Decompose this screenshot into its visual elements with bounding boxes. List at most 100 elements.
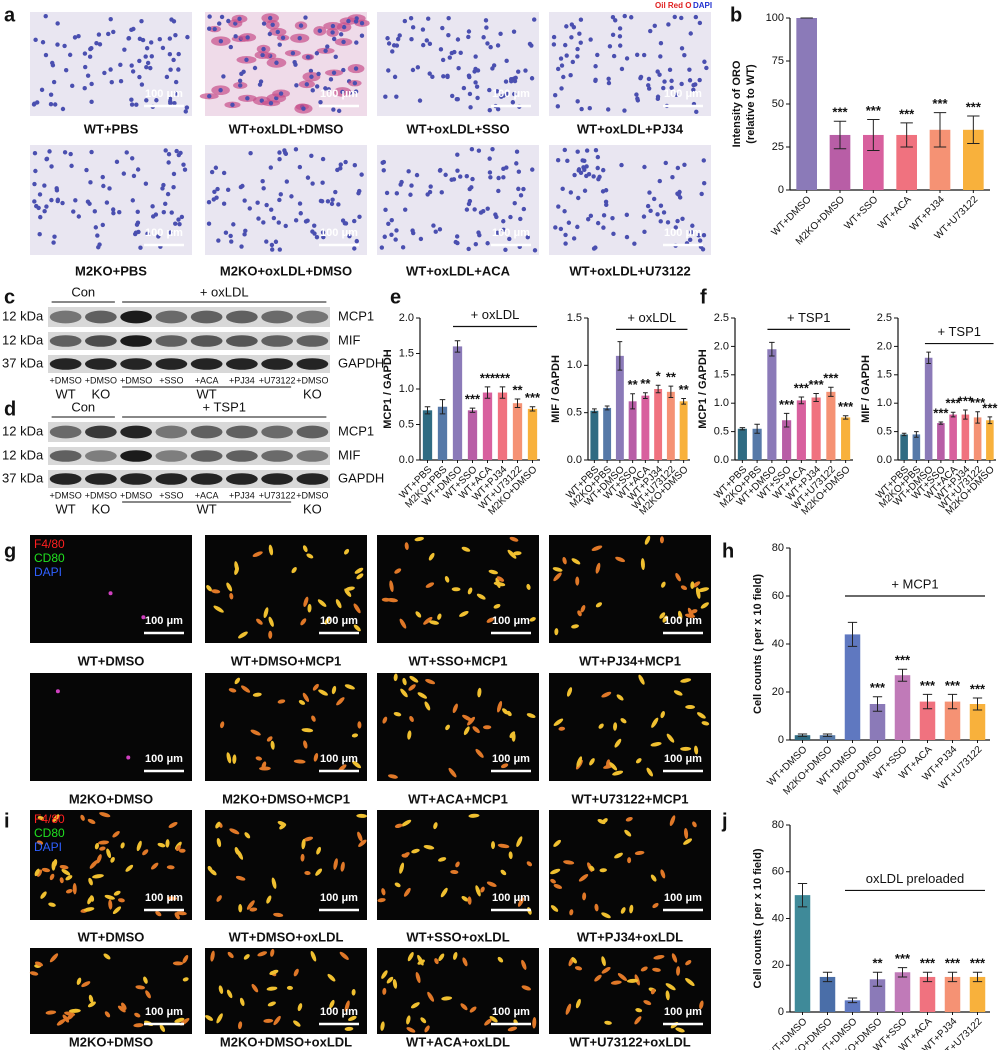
nucleus — [673, 225, 678, 230]
nucleus — [558, 226, 564, 232]
significance-label: ** — [640, 376, 651, 391]
cell — [136, 840, 142, 852]
cell — [291, 567, 297, 574]
nucleus — [273, 239, 279, 244]
nucleus — [488, 44, 493, 50]
cell — [625, 816, 633, 822]
marker-label: 37 kDa — [2, 355, 44, 370]
nucleus — [693, 82, 698, 87]
cell — [444, 575, 450, 583]
band — [49, 473, 82, 485]
nucleus — [207, 26, 212, 31]
nucleus — [669, 85, 674, 91]
nucleus — [563, 42, 568, 48]
y-tick-label: 25 — [772, 141, 784, 153]
cell — [210, 950, 215, 962]
nucleus — [588, 37, 593, 42]
nucleus — [642, 229, 647, 235]
nucleus — [507, 236, 512, 242]
nucleus — [385, 36, 390, 41]
nucleus — [32, 199, 37, 204]
significance-label: *** — [895, 653, 911, 668]
band — [49, 425, 82, 439]
cell — [117, 1005, 126, 1013]
nucleus — [283, 151, 289, 157]
cell — [452, 703, 458, 714]
nucleus — [149, 54, 154, 59]
nucleus — [303, 219, 309, 224]
nucleus — [267, 15, 273, 21]
cell — [279, 823, 287, 830]
nucleus — [648, 208, 653, 214]
cell — [477, 687, 482, 698]
cell — [571, 558, 581, 565]
nucleus — [135, 167, 141, 172]
legend-label: CD80 — [34, 551, 65, 565]
nucleus — [88, 46, 93, 52]
cell — [103, 953, 111, 960]
cell — [141, 615, 146, 620]
cell — [617, 973, 628, 981]
nucleus — [576, 195, 581, 201]
nucleus — [699, 191, 704, 197]
nucleus — [484, 25, 489, 30]
band — [296, 473, 329, 485]
cell — [243, 954, 250, 960]
nucleus — [410, 67, 416, 73]
nucleus — [658, 41, 664, 46]
nucleus — [270, 247, 275, 252]
nucleus — [221, 74, 226, 79]
cell — [216, 1013, 223, 1024]
nucleus — [173, 221, 178, 226]
cell — [606, 759, 611, 768]
cell — [59, 877, 64, 884]
nucleus — [252, 65, 258, 71]
cell — [575, 998, 581, 1009]
scale-bar-label: 100 μm — [320, 1006, 358, 1018]
nucleus — [72, 35, 78, 40]
nucleus — [229, 239, 234, 244]
cell — [307, 603, 312, 613]
band — [85, 335, 117, 347]
micrograph — [377, 948, 539, 1034]
nucleus — [475, 68, 481, 73]
nucleus — [421, 42, 426, 48]
nucleus — [228, 44, 234, 50]
bar — [422, 410, 433, 460]
nucleus — [130, 69, 136, 74]
cell — [685, 960, 692, 966]
nucleus — [466, 34, 471, 40]
nucleus — [426, 16, 431, 21]
nucleus — [69, 163, 74, 169]
nucleus — [225, 187, 231, 193]
cell — [354, 567, 364, 574]
nucleus — [516, 169, 522, 174]
lane-label: +SSO — [159, 490, 183, 500]
nucleus — [82, 51, 88, 56]
cell — [94, 843, 100, 850]
nucleus — [458, 174, 463, 179]
nucleus — [261, 220, 266, 225]
nucleus — [181, 162, 186, 167]
nucleus — [305, 175, 311, 180]
nucleus — [359, 172, 364, 177]
cell — [41, 867, 51, 873]
cell — [51, 860, 56, 871]
cell — [286, 985, 293, 990]
nucleus — [122, 47, 127, 52]
nucleus — [600, 189, 606, 194]
nucleus — [680, 216, 685, 221]
band — [120, 358, 152, 370]
nucleus — [260, 179, 265, 184]
error-bar — [847, 997, 858, 1004]
nucleus — [343, 159, 348, 165]
y-tick-label: 60 — [772, 590, 784, 602]
cell — [484, 1018, 492, 1026]
nucleus — [455, 152, 460, 157]
panel-letter: c — [4, 286, 15, 308]
cell — [673, 690, 683, 696]
y-tick-label: 2.0 — [714, 340, 729, 352]
nucleus — [238, 83, 243, 88]
nucleus — [438, 167, 443, 173]
nucleus — [218, 38, 224, 44]
